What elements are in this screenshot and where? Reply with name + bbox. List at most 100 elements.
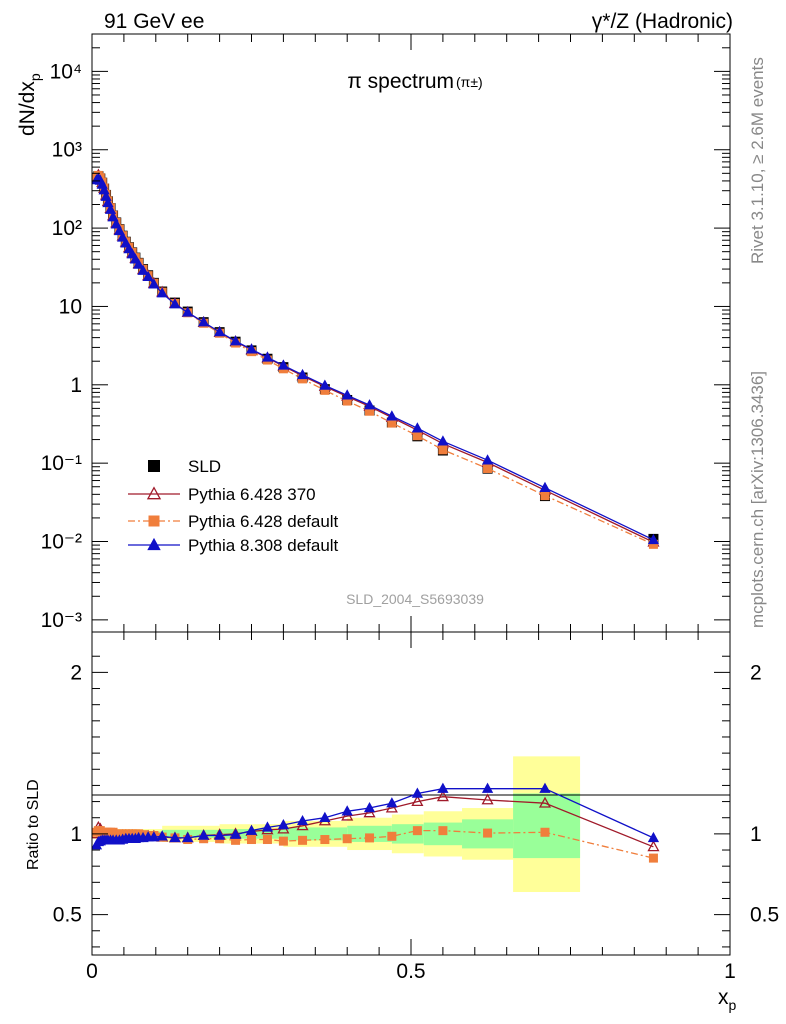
data-point-pythia-8-308-default — [411, 422, 424, 433]
ratio-point-pythia-6-428-370 — [538, 796, 552, 808]
legend-marker-sld — [148, 460, 160, 472]
main-title: π spectrum (π±) — [347, 70, 482, 93]
data-point-pythia-8-308-default — [110, 218, 122, 229]
ratio-point-pythia-8-308-default — [229, 828, 242, 839]
ratio-point-pythia-6-428-default — [365, 833, 375, 843]
data-point-pythia-6-428-default — [438, 445, 448, 455]
ratio-point-pythia-6-428-370 — [436, 790, 449, 802]
ratio-point-pythia-6-428-370 — [647, 840, 660, 852]
series-pythia-8-308-default — [92, 172, 660, 545]
ratio-point-pythia-8-308-default — [277, 818, 290, 830]
ratio-point-pythia-6-428-default — [247, 835, 256, 845]
legend-marker-pythia-6-428-default — [148, 515, 160, 527]
data-point-pythia-8-308-default — [386, 410, 398, 421]
series-pythia-6-428-370 — [92, 168, 660, 547]
data-point-pythia-6-428-default — [412, 431, 422, 441]
data-point-pythia-8-308-default — [213, 325, 226, 337]
analysis-watermark: SLD_2004_S5693039 — [346, 591, 484, 607]
header-right: γ*/Z (Hadronic) — [592, 10, 733, 33]
legend: SLD Pythia 6.428 370 Pythia 6.428 default P… — [128, 457, 339, 555]
data-point-pythia-8-308-default — [229, 335, 242, 346]
ratio-point-pythia-6-428-370 — [411, 795, 424, 807]
ratio-point-pythia-8-308-default — [182, 831, 194, 843]
y-tick-label: 1 — [70, 374, 82, 397]
ratio-point-pythia-8-308-default — [319, 811, 331, 822]
legend-marker-pythia-6-428-370 — [146, 486, 162, 500]
y-tick-label: 10⁻¹ — [41, 452, 82, 475]
y-tick-label: 10⁻³ — [41, 609, 82, 632]
ratio-point-pythia-8-308-default — [296, 814, 309, 826]
data-point-pythia-8-308-default — [182, 306, 194, 317]
main-title-text: π spectrum — [347, 70, 454, 93]
legend-label-pythia-6-428-370: Pythia 6.428 370 — [188, 485, 316, 504]
data-point-pythia-8-308-default — [142, 270, 154, 282]
ratio-point-pythia-8-308-default — [481, 782, 494, 793]
ratio-point-pythia-8-308-default — [647, 831, 660, 843]
data-point-pythia-8-308-default — [539, 481, 551, 493]
ratio-y-tick-label-right: 1 — [750, 823, 762, 846]
ratio-point-pythia-6-428-default — [262, 835, 272, 845]
ratio-point-pythia-6-428-default — [278, 836, 288, 846]
ratio-point-pythia-6-428-default — [387, 831, 397, 841]
y-tick-label: 10 — [59, 295, 82, 318]
series-sld — [92, 171, 659, 544]
main-y-label: dN/dxp — [16, 73, 43, 136]
ratio-y-tick-label: 1 — [70, 823, 82, 846]
uncertainty-band-inner — [162, 829, 220, 838]
ratio-point-pythia-6-428-default — [540, 827, 550, 837]
ratio-point-pythia-6-428-default — [412, 826, 422, 836]
series-line-pythia-6-428-default — [96, 174, 654, 545]
x-tick-label: 1 — [724, 960, 736, 983]
mcplots-label: mcplots.cern.ch [arXiv:1306.3436] — [748, 371, 767, 628]
ratio-point-pythia-6-428-default — [648, 853, 658, 863]
ratio-point-pythia-8-308-default — [437, 782, 449, 793]
data-point-pythia-8-308-default — [277, 359, 290, 370]
data-point-pythia-6-428-default — [365, 406, 375, 416]
ratio-point-pythia-6-428-370 — [481, 793, 494, 805]
data-point-pythia-8-308-default — [148, 278, 160, 289]
ratio-uncertainty-bands — [92, 756, 581, 893]
legend-label-pythia-8-308-default: Pythia 8.308 default — [188, 536, 339, 555]
x-axis-label: xp — [718, 986, 737, 1013]
ratio-point-pythia-6-428-default — [483, 828, 493, 838]
y-tick-label: 10⁻² — [41, 531, 82, 554]
ratio-plot-frame — [91, 631, 731, 956]
ratio-y-tick-label: 0.5 — [53, 904, 82, 927]
y-tick-label: 10² — [52, 217, 82, 240]
x-tick-label: 0 — [86, 960, 98, 983]
legend-label-pythia-6-428-default: Pythia 6.428 default — [188, 512, 339, 531]
ratio-point-pythia-8-308-default — [156, 830, 168, 841]
data-point-pythia-8-308-default — [481, 454, 494, 465]
ratio-y-tick-label-right: 2 — [750, 661, 762, 684]
data-point-pythia-8-308-default — [245, 343, 258, 354]
data-point-pythia-6-428-default — [387, 418, 397, 428]
ratio-point-pythia-8-308-default — [386, 797, 398, 808]
ratio-point-pythia-8-308-default — [341, 805, 353, 816]
data-point-pythia-8-308-default — [132, 258, 145, 269]
ratio-point-pythia-6-428-default — [298, 835, 308, 845]
ratio-y-tick-label-right: 0.5 — [750, 904, 779, 927]
ratio-point-pythia-6-428-default — [438, 826, 448, 836]
header-left: 91 GeV ee — [104, 10, 204, 33]
ratio-series-layer — [92, 782, 660, 863]
series-pythia-6-428-default — [92, 170, 658, 549]
ratio-point-pythia-8-308-default — [539, 782, 551, 793]
ratio-point-pythia-6-428-default — [231, 835, 241, 845]
ratio-point-pythia-8-308-default — [198, 829, 210, 840]
ratio-point-pythia-6-428-default — [342, 834, 352, 844]
ratio-point-pythia-8-308-default — [213, 829, 226, 840]
ratio-axes: 0.5 0.5 1 1 2 2 0 0.5 1 — [53, 632, 779, 983]
data-point-pythia-8-308-default — [156, 287, 168, 298]
ratio-plot: 0.5 0.5 1 1 2 2 0 0.5 1 Ratio to SLD xp — [25, 631, 779, 1013]
main-y-label-sub: p — [27, 73, 43, 81]
data-point-pythia-8-308-default — [137, 264, 149, 275]
x-axis-label-text: x — [718, 986, 729, 1009]
ratio-y-label: Ratio to SLD — [25, 779, 42, 870]
data-point-pythia-8-308-default — [104, 203, 117, 214]
data-point-pythia-8-308-default — [198, 316, 210, 327]
legend-label-sld: SLD — [188, 457, 221, 476]
data-point-pythia-8-308-default — [341, 389, 353, 400]
data-point-pythia-8-308-default — [647, 533, 660, 545]
